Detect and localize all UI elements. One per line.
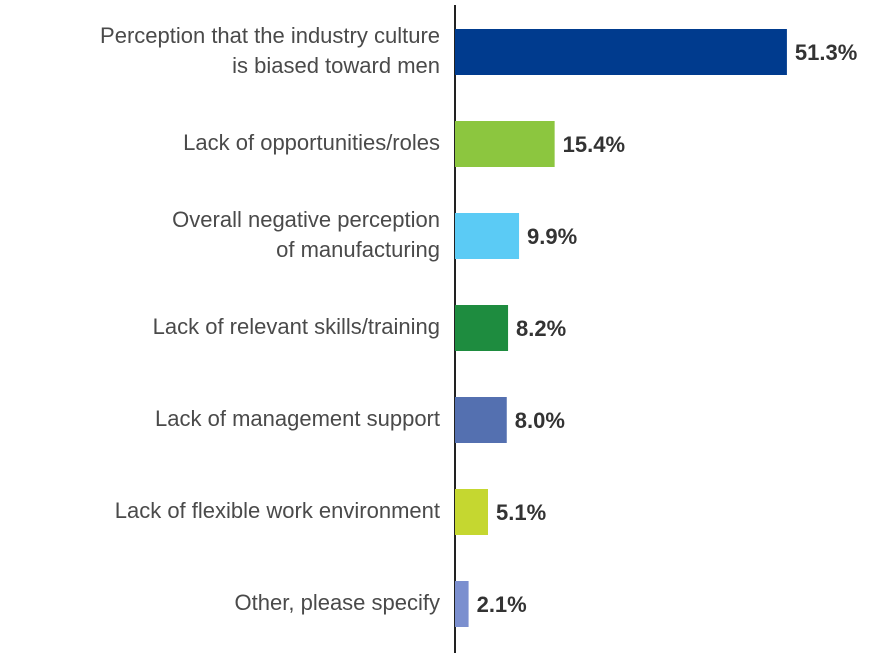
bar	[455, 489, 488, 535]
category-label: Lack of flexible work environment	[115, 498, 440, 523]
bar	[455, 213, 520, 259]
category-label: Overall negative perception of manufactur…	[172, 207, 440, 262]
value-label: 5.1%	[496, 500, 546, 525]
value-label: 8.0%	[515, 408, 565, 433]
value-label: 15.4%	[563, 132, 625, 157]
bar	[455, 121, 555, 167]
category-label: Perception that the industry culture is b…	[100, 23, 440, 78]
value-label: 51.3%	[795, 40, 857, 65]
category-label: Lack of management support	[155, 406, 440, 431]
value-label: 8.2%	[516, 316, 566, 341]
value-label: 2.1%	[477, 592, 527, 617]
bar	[455, 305, 509, 351]
bar	[455, 29, 787, 75]
bar	[455, 397, 507, 443]
category-label: Lack of relevant skills/training	[153, 314, 440, 339]
category-label: Other, please specify	[235, 590, 440, 615]
category-label: Lack of opportunities/roles	[183, 130, 440, 155]
bar	[455, 581, 469, 627]
value-label: 9.9%	[527, 224, 577, 249]
